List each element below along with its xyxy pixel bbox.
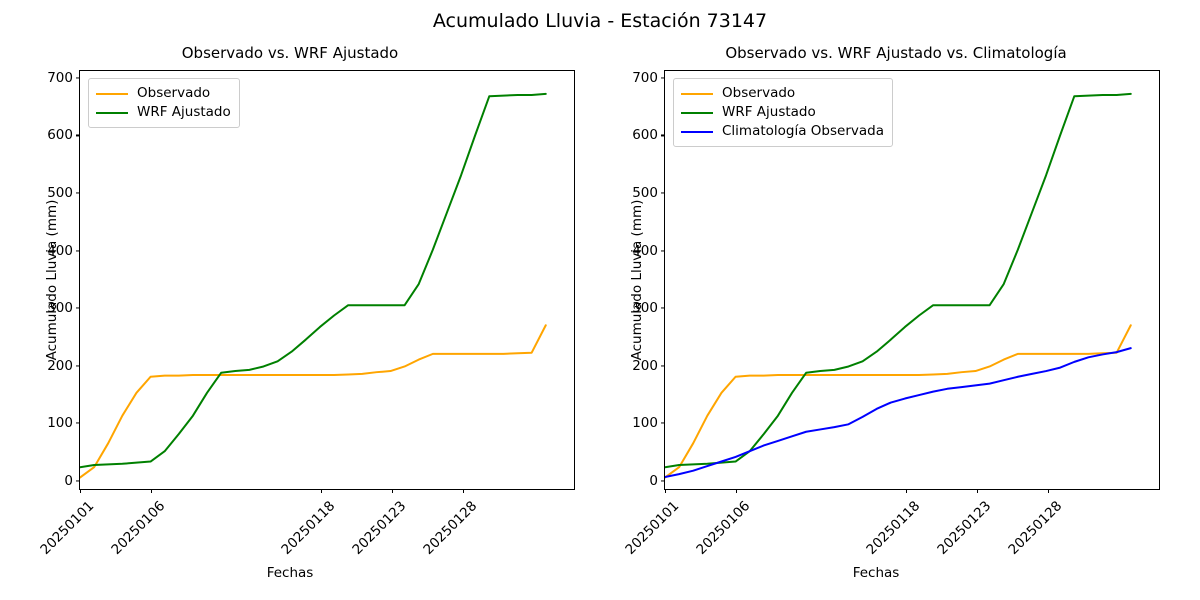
x-tick-mark bbox=[665, 489, 667, 493]
x-tick-label: 20250101 bbox=[622, 498, 683, 558]
x-tick-mark bbox=[735, 489, 737, 493]
y-tick-mark bbox=[661, 192, 665, 194]
legend-color-swatch bbox=[681, 92, 713, 95]
legend-item[interactable]: WRF Ajustado bbox=[681, 103, 884, 122]
line-series bbox=[665, 94, 1131, 467]
y-tick-mark bbox=[76, 365, 80, 367]
x-tick-mark bbox=[905, 489, 907, 493]
y-tick-mark bbox=[76, 480, 80, 482]
line-series bbox=[80, 94, 546, 467]
subplot-left-ylabel: Acumulado Lluvia (mm) bbox=[44, 199, 60, 361]
subplot-left-title: Observado vs. WRF Ajustado bbox=[181, 44, 399, 62]
y-tick-mark bbox=[76, 422, 80, 424]
x-tick-mark bbox=[1047, 489, 1049, 493]
y-tick-label: 400 bbox=[632, 242, 658, 259]
subplot-left-xlabel: Fechas bbox=[266, 565, 314, 581]
legend-color-swatch bbox=[96, 92, 128, 95]
y-tick-label: 100 bbox=[632, 415, 658, 432]
line-series bbox=[665, 348, 1131, 477]
legend-label: Climatología Observada bbox=[722, 122, 884, 139]
x-tick-label: 20250118 bbox=[863, 498, 924, 558]
y-tick-label: 100 bbox=[47, 415, 73, 432]
x-tick-mark bbox=[150, 489, 152, 493]
legend-item[interactable]: WRF Ajustado bbox=[96, 103, 231, 122]
y-tick-label: 500 bbox=[632, 184, 658, 201]
y-tick-label: 200 bbox=[47, 357, 73, 374]
subplot-left: Observado vs. WRF Ajustado Acumulado Llu… bbox=[37, 44, 575, 581]
x-tick-mark bbox=[462, 489, 464, 493]
legend-color-swatch bbox=[681, 130, 713, 133]
legend-color-swatch bbox=[96, 111, 128, 114]
subplot-right-ylabel: Acumulado Lluvia (mm) bbox=[629, 199, 645, 361]
y-tick-mark bbox=[661, 307, 665, 309]
x-tick-mark bbox=[976, 489, 978, 493]
y-tick-mark bbox=[661, 365, 665, 367]
line-series bbox=[80, 325, 546, 477]
subplot-right-lines bbox=[665, 71, 1159, 489]
subplot-right: Observado vs. WRF Ajustado vs. Climatolo… bbox=[600, 0, 1200, 600]
y-tick-label: 200 bbox=[632, 357, 658, 374]
y-tick-label: 300 bbox=[632, 300, 658, 317]
x-tick-label: 20250101 bbox=[37, 498, 98, 558]
line-series bbox=[665, 325, 1131, 477]
y-tick-label: 0 bbox=[64, 472, 73, 489]
y-tick-label: 700 bbox=[632, 69, 658, 86]
legend-label: WRF Ajustado bbox=[722, 103, 816, 120]
subplot-left-lines bbox=[80, 71, 574, 489]
y-tick-mark bbox=[76, 307, 80, 309]
legend-color-swatch bbox=[681, 111, 713, 114]
subplot-right-legend: Observado WRF Ajustado Climatología Observ… bbox=[673, 78, 893, 147]
y-tick-mark bbox=[661, 77, 665, 79]
y-tick-mark bbox=[661, 480, 665, 482]
legend-item[interactable]: Observado bbox=[96, 84, 231, 103]
x-tick-label: 20250123 bbox=[349, 498, 410, 558]
legend-label: Observado bbox=[722, 84, 796, 101]
x-tick-mark bbox=[80, 489, 82, 493]
x-tick-mark bbox=[320, 489, 322, 493]
x-tick-label: 20250128 bbox=[1005, 498, 1065, 558]
figure-suptitle: Acumulado Lluvia - Estación 73147 bbox=[432, 10, 768, 32]
x-tick-label: 20250106 bbox=[108, 498, 169, 558]
x-tick-label: 20250123 bbox=[934, 498, 995, 558]
y-tick-mark bbox=[76, 77, 80, 79]
y-tick-label: 0 bbox=[649, 472, 658, 489]
y-tick-label: 500 bbox=[47, 184, 73, 201]
y-tick-mark bbox=[661, 249, 665, 252]
y-tick-label: 400 bbox=[47, 242, 73, 259]
y-tick-mark bbox=[661, 422, 665, 424]
legend-label: WRF Ajustado bbox=[137, 103, 231, 120]
subplot-left-plot-area: 0 100 200 300 400 500 600 700 20250101 20250106 20… bbox=[37, 70, 575, 558]
x-tick-label: 20250106 bbox=[693, 498, 754, 558]
y-tick-mark bbox=[661, 134, 665, 136]
y-tick-mark bbox=[76, 192, 80, 194]
x-tick-label: 20250128 bbox=[420, 498, 480, 558]
y-tick-mark bbox=[76, 134, 80, 136]
y-tick-mark bbox=[76, 249, 80, 252]
subplot-left-legend: Observado WRF Ajustado bbox=[88, 78, 240, 128]
y-tick-label: 600 bbox=[47, 127, 73, 144]
x-tick-label: 20250118 bbox=[278, 498, 339, 558]
subplot-right-xlabel: Fechas bbox=[852, 565, 900, 581]
legend-item[interactable]: Climatología Observada bbox=[681, 122, 884, 141]
y-tick-label: 300 bbox=[47, 300, 73, 317]
legend-item[interactable]: Observado bbox=[681, 84, 884, 103]
y-tick-label: 700 bbox=[47, 69, 73, 86]
x-tick-mark bbox=[391, 489, 393, 493]
legend-label: Observado bbox=[137, 84, 211, 101]
subplot-right-title: Observado vs. WRF Ajustado vs. Climatolo… bbox=[725, 44, 1067, 62]
y-tick-label: 600 bbox=[632, 127, 658, 144]
